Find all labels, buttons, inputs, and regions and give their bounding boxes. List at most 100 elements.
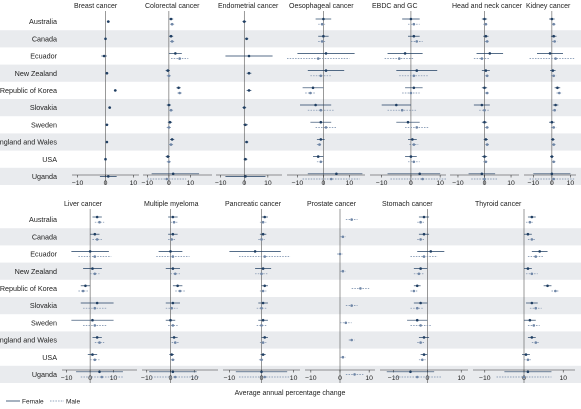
panel: Kidney cancer −10 0 10	[524, 3, 576, 187]
estimate-point	[552, 126, 556, 129]
estimate-point	[172, 220, 176, 224]
estimate-point	[95, 215, 99, 219]
estimate-point	[98, 370, 101, 374]
estimate-point	[551, 138, 555, 141]
estimate-point	[552, 34, 556, 38]
estimate-point	[260, 272, 263, 276]
estimate-point	[170, 353, 173, 356]
estimate-point	[170, 238, 173, 241]
estimate-point	[98, 341, 101, 344]
estimate-point	[171, 370, 175, 374]
estimate-point	[415, 40, 419, 43]
estimate-point	[415, 126, 419, 129]
country-label: Sweden	[31, 318, 57, 327]
estimate-point	[554, 57, 557, 60]
estimate-point	[412, 22, 416, 26]
legend-male-label: Male	[66, 399, 80, 406]
estimate-point	[167, 74, 171, 78]
estimate-point	[415, 375, 419, 379]
estimate-point	[528, 318, 532, 322]
estimate-point	[176, 284, 179, 288]
estimate-point	[93, 324, 97, 327]
x-tick-label: −10	[224, 375, 236, 382]
estimate-point	[167, 103, 171, 107]
estimate-point	[552, 143, 556, 146]
estimate-point	[406, 120, 410, 124]
estimate-point	[422, 215, 426, 219]
estimate-point	[171, 255, 175, 258]
country-label: Australia	[29, 17, 57, 26]
estimate-point	[169, 250, 172, 253]
row-band	[0, 167, 581, 185]
estimate-point	[412, 74, 416, 78]
estimate-point	[419, 301, 422, 305]
estimate-point	[165, 177, 169, 181]
estimate-point	[409, 91, 413, 95]
row-band	[0, 99, 581, 117]
estimate-point	[178, 91, 181, 95]
estimate-point	[411, 138, 414, 141]
estimate-point	[174, 52, 177, 55]
x-tick-label: 0	[322, 180, 326, 187]
estimate-point	[415, 318, 419, 322]
x-tick-label: 10	[365, 375, 373, 382]
estimate-point	[341, 355, 345, 359]
x-tick-label: 0	[522, 375, 526, 382]
estimate-point	[429, 250, 433, 253]
panel-title: Pancreatic cancer	[225, 201, 282, 208]
panel-title: Kidney cancer	[526, 3, 571, 10]
estimate-point	[480, 57, 484, 60]
x-tick-label: 0	[167, 180, 171, 187]
x-tick-label: −10	[452, 180, 464, 187]
estimate-point	[261, 318, 265, 322]
estimate-point	[534, 306, 538, 310]
x-tick-label: −10	[528, 180, 540, 187]
estimate-point	[95, 238, 99, 241]
panel-title: EBDC and GC	[372, 3, 418, 10]
x-tick-label: 0	[88, 375, 92, 382]
x-tick-label: −10	[215, 180, 227, 187]
estimate-point	[421, 177, 424, 181]
panel: Colorectal cancer −10 0 10	[142, 3, 212, 187]
country-label: New Zealand	[15, 267, 57, 276]
estimate-point	[534, 255, 538, 258]
estimate-point	[548, 52, 552, 55]
estimate-point	[95, 301, 99, 305]
panel-title: Liver cancer	[64, 201, 103, 208]
estimate-point	[93, 272, 97, 276]
country-label: Slovakia	[30, 103, 57, 112]
estimate-point	[530, 301, 534, 305]
estimate-point	[530, 336, 534, 339]
x-tick-label: −10	[141, 375, 153, 382]
estimate-point	[412, 160, 416, 164]
estimate-point	[113, 89, 117, 92]
panel: Stomach cancer −10 0 10	[380, 201, 468, 383]
estimate-point	[106, 20, 110, 23]
estimate-point	[93, 232, 97, 236]
country-label: Uganda	[32, 370, 57, 379]
estimate-point	[397, 57, 401, 60]
x-tick-label: 0	[242, 180, 246, 187]
x-tick-label: −10	[142, 180, 154, 187]
x-tick-label: 10	[346, 180, 354, 187]
panel: EBDC and GC −10 0 10	[370, 3, 446, 187]
estimate-point	[260, 358, 263, 362]
estimate-point	[319, 160, 323, 164]
x-tick-label: −10	[292, 180, 304, 187]
estimate-point	[412, 289, 416, 293]
estimate-point	[553, 108, 556, 112]
estimate-point	[552, 22, 556, 26]
estimate-point	[263, 215, 267, 219]
estimate-point	[247, 54, 251, 58]
estimate-point	[412, 143, 416, 146]
estimate-point	[319, 138, 323, 141]
estimate-point	[550, 155, 554, 158]
estimate-point	[170, 306, 173, 310]
estimate-point	[526, 358, 530, 362]
x-tick-label: 0	[260, 375, 264, 382]
estimate-point	[485, 91, 489, 95]
legend-female-label: Female	[22, 399, 44, 406]
estimate-point	[105, 123, 109, 127]
country-label: Republic of Korea	[0, 86, 57, 95]
